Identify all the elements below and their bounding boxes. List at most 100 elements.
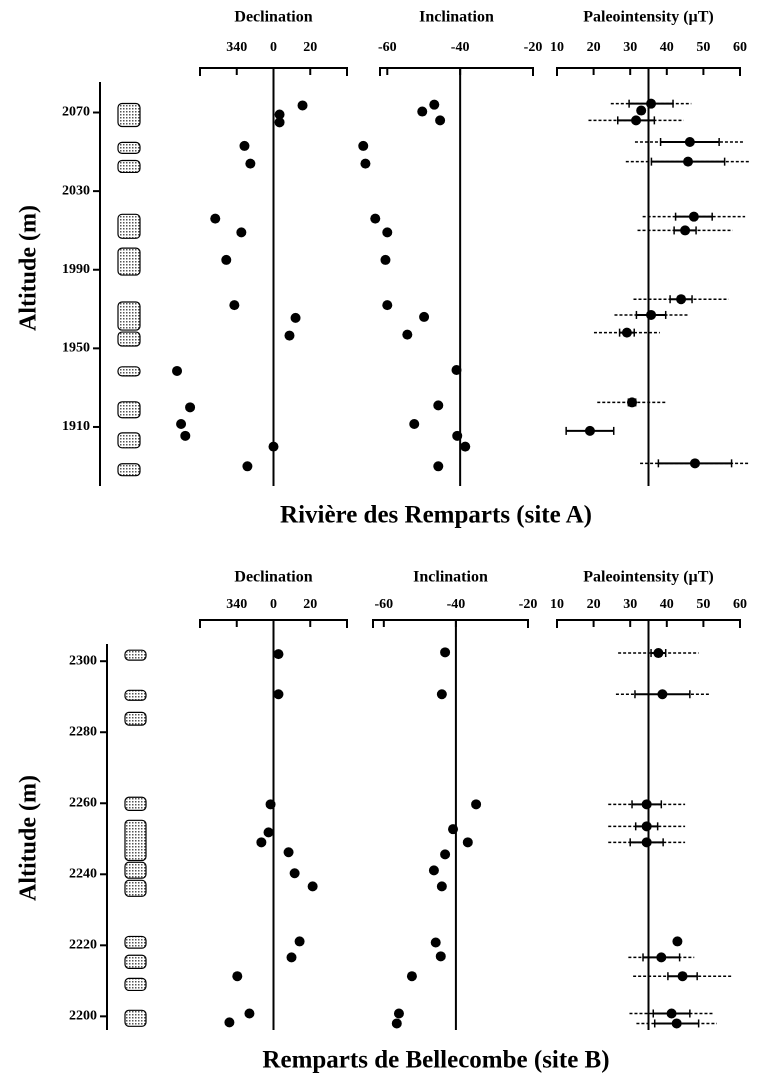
flow-unit bbox=[117, 366, 141, 377]
data-point bbox=[360, 158, 371, 169]
flow-unit bbox=[117, 247, 141, 276]
data-point bbox=[641, 799, 652, 810]
data-point bbox=[274, 109, 285, 120]
data-point bbox=[471, 799, 482, 810]
data-point bbox=[433, 461, 444, 472]
data-point bbox=[370, 213, 381, 224]
data-point bbox=[627, 397, 638, 408]
data-point bbox=[688, 211, 699, 222]
y-tick-label: 1990 bbox=[62, 262, 90, 277]
data-point bbox=[440, 647, 451, 658]
x-tick-label: 30 bbox=[623, 40, 637, 55]
flow-unit bbox=[117, 401, 141, 419]
data-point bbox=[452, 430, 463, 441]
x-tick-label: 20 bbox=[587, 40, 601, 55]
data-point bbox=[273, 689, 284, 700]
data-point bbox=[462, 837, 473, 848]
data-point bbox=[382, 227, 393, 238]
data-point bbox=[677, 971, 688, 982]
data-point bbox=[428, 865, 439, 876]
x-tick-label: 20 bbox=[303, 597, 317, 612]
y-axis-label: Altitude (m) bbox=[16, 205, 42, 331]
flow-unit bbox=[117, 331, 141, 347]
x-tick-label: 10 bbox=[550, 40, 564, 55]
data-point bbox=[236, 227, 247, 238]
data-point bbox=[244, 1008, 255, 1019]
data-point bbox=[641, 837, 652, 848]
x-tick-label: -60 bbox=[378, 40, 397, 55]
data-point bbox=[433, 400, 444, 411]
data-point bbox=[256, 837, 267, 848]
panel-title: Inclination bbox=[419, 9, 494, 26]
data-point bbox=[268, 441, 279, 452]
panel-title: Paleointensity (µT) bbox=[583, 9, 714, 26]
data-point bbox=[283, 847, 294, 858]
x-tick-label: 340 bbox=[226, 40, 247, 55]
y-tick-label: 2260 bbox=[69, 795, 97, 810]
data-point bbox=[294, 936, 305, 947]
flow-unit bbox=[124, 649, 147, 661]
y-tick-label: 2030 bbox=[62, 183, 90, 198]
data-point bbox=[671, 1018, 682, 1029]
site-title: Rivière des Remparts (site A) bbox=[280, 502, 592, 529]
data-point bbox=[676, 294, 687, 305]
data-point bbox=[232, 971, 243, 982]
y-tick-label: 2200 bbox=[69, 1009, 97, 1024]
y-tick-label: 2300 bbox=[69, 653, 97, 668]
data-point bbox=[242, 461, 253, 472]
x-tick-label: -20 bbox=[519, 597, 538, 612]
flow-unit bbox=[117, 213, 141, 239]
x-tick-label: 0 bbox=[270, 597, 277, 612]
flow-unit bbox=[124, 977, 147, 992]
data-point bbox=[451, 364, 462, 375]
data-point bbox=[229, 300, 240, 311]
data-point bbox=[284, 330, 295, 341]
x-tick-label: -20 bbox=[524, 40, 543, 55]
x-tick-label: 20 bbox=[303, 40, 317, 55]
data-point bbox=[172, 365, 183, 376]
flow-unit bbox=[124, 819, 147, 862]
data-point bbox=[656, 952, 667, 963]
data-point bbox=[358, 140, 369, 151]
data-point bbox=[689, 458, 700, 469]
x-tick-label: -40 bbox=[447, 597, 466, 612]
x-tick-label: 40 bbox=[660, 597, 674, 612]
data-point bbox=[265, 799, 276, 810]
data-point bbox=[419, 311, 430, 322]
data-point bbox=[430, 937, 441, 948]
data-point bbox=[429, 99, 440, 110]
flow-unit bbox=[117, 301, 141, 331]
data-point bbox=[646, 309, 657, 320]
panel-title: Declination bbox=[234, 569, 312, 586]
data-point bbox=[263, 827, 274, 838]
flow-unit bbox=[124, 711, 147, 726]
data-point bbox=[683, 156, 694, 167]
data-point bbox=[290, 312, 301, 323]
site-title: Remparts de Bellecombe (site B) bbox=[262, 1047, 609, 1074]
data-point bbox=[672, 936, 683, 947]
data-point bbox=[210, 213, 221, 224]
data-point bbox=[448, 824, 459, 835]
flow-unit bbox=[117, 432, 141, 449]
y-tick-label: 2220 bbox=[69, 938, 97, 953]
data-point bbox=[274, 117, 285, 128]
data-point bbox=[239, 140, 250, 151]
data-point bbox=[286, 952, 297, 963]
data-point bbox=[631, 115, 642, 126]
data-point bbox=[176, 419, 187, 430]
data-point bbox=[435, 951, 446, 962]
panel-title: Inclination bbox=[413, 569, 488, 586]
x-tick-label: -60 bbox=[374, 597, 393, 612]
data-point bbox=[393, 1008, 404, 1019]
data-point bbox=[684, 136, 695, 147]
data-point bbox=[273, 649, 284, 660]
x-tick-label: 340 bbox=[226, 597, 247, 612]
data-point bbox=[307, 881, 318, 892]
data-point bbox=[221, 254, 232, 265]
x-tick-label: 0 bbox=[270, 40, 277, 55]
data-point bbox=[402, 329, 413, 340]
y-tick-label: 2280 bbox=[69, 724, 97, 739]
data-point bbox=[646, 98, 657, 109]
data-point bbox=[657, 689, 668, 700]
flow-unit bbox=[124, 879, 147, 897]
